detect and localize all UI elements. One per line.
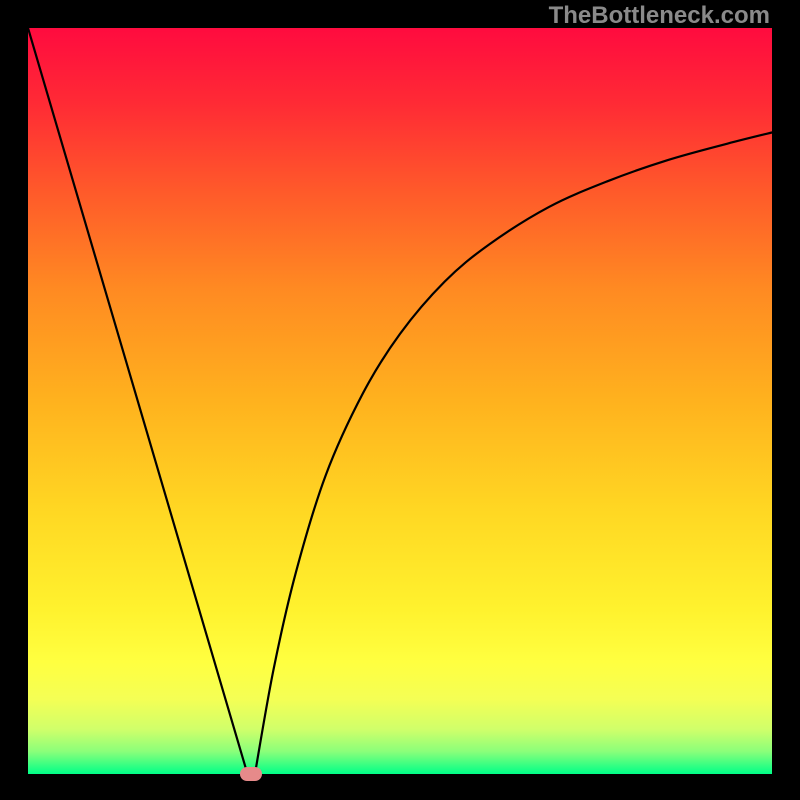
minimum-marker bbox=[240, 767, 262, 781]
chart-container: TheBottleneck.com bbox=[0, 0, 800, 800]
bottleneck-curve bbox=[28, 28, 772, 774]
watermark-text: TheBottleneck.com bbox=[549, 2, 770, 30]
plot-area bbox=[28, 28, 772, 774]
